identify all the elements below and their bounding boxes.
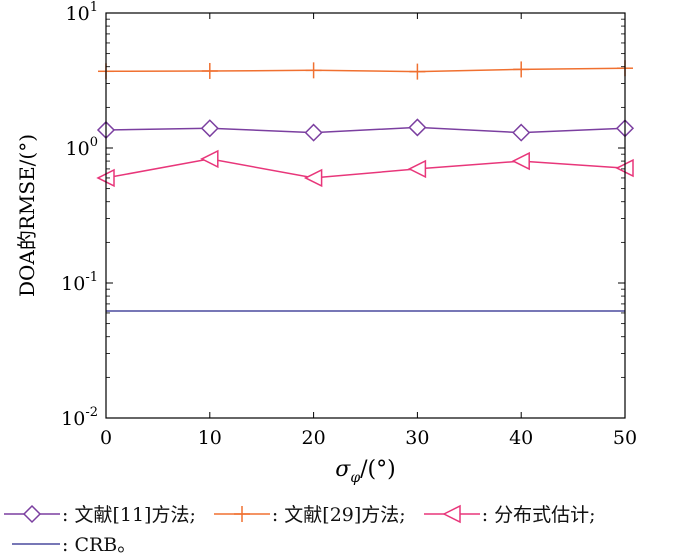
series-0-point-diamond [304, 123, 323, 142]
legend-row-1: : 文献[11]方法; : 文献[29]方法; : 分布式估计; [4, 500, 614, 527]
series-2-point-triangle [200, 149, 219, 169]
plot-layer [96, 60, 635, 312]
x-axis-subscript: φ [350, 470, 360, 486]
y-tick-base: 10 [66, 138, 90, 160]
y-tick-label: 100 [66, 135, 98, 160]
series-line-2 [105, 158, 626, 179]
x-tick-label: 0 [100, 427, 112, 449]
legend-swatch-plus-icon [213, 505, 270, 522]
series-0-point-diamond [408, 118, 427, 137]
x-tick-label: 40 [509, 427, 533, 449]
legend-label-ref29: : 文献[29]方法; [271, 504, 406, 526]
plot-frame [105, 12, 626, 419]
legend-item-crb: : CRB。 [4, 530, 136, 557]
x-tick-label: 10 [198, 427, 222, 449]
y-tick-label: 10-2 [61, 405, 98, 430]
series-1-point-plus [201, 62, 218, 79]
series-0-point-diamond [200, 119, 219, 138]
series-line-0 [105, 126, 626, 134]
y-tick-base: 10 [66, 3, 90, 25]
legend-row-2: : CRB。 [4, 530, 154, 557]
y-tick-base: 10 [61, 408, 85, 430]
x-tick-label: 50 [613, 427, 637, 449]
y-axis-label: DOA的RMSE/(°) [15, 134, 39, 297]
y-tick-base: 10 [61, 273, 85, 295]
legend-swatch-diamond-icon [4, 504, 60, 523]
legend-swatch-line-icon [12, 542, 60, 545]
series-0-point-diamond [512, 123, 531, 142]
x-tick-label: 30 [405, 427, 429, 449]
y-tick-exponent: 1 [90, 0, 98, 15]
series-2-point-triangle [303, 168, 323, 188]
legend-item-ref11: : 文献[11]方法; [4, 500, 196, 527]
legend-label-crb: : CRB。 [62, 534, 137, 556]
legend-label-ref11: : 文献[11]方法; [62, 504, 196, 526]
x-axis-symbol: σ [335, 457, 351, 482]
y-tick-label: 10-1 [61, 270, 98, 295]
y-tick-exponent: 0 [90, 135, 98, 150]
legend-label-distributed: : 分布式估计; [481, 504, 596, 526]
legend-item-ref29: : 文献[29]方法; [213, 500, 406, 527]
legend: : 文献[11]方法; : 文献[29]方法; : 分布式估计; : CRB。 [0, 500, 700, 557]
series-1-point-plus [305, 62, 322, 79]
series-2-point-triangle [511, 151, 530, 171]
legend-item-distributed: : 分布式估计; [423, 500, 596, 527]
x-axis-unit: /(°) [360, 457, 396, 482]
legend-swatch-triangle-left-icon [423, 504, 480, 523]
x-axis-label: σφ/(°) [335, 457, 395, 486]
y-tick-exponent: -2 [85, 405, 98, 420]
series-line-1 [105, 67, 626, 73]
series-1-point-plus [513, 61, 530, 78]
x-tick-label: 20 [302, 427, 326, 449]
y-tick-label: 101 [66, 0, 98, 25]
series-1-point-plus [409, 63, 426, 80]
series-2-point-triangle [407, 159, 427, 179]
y-tick-exponent: -1 [85, 270, 98, 285]
